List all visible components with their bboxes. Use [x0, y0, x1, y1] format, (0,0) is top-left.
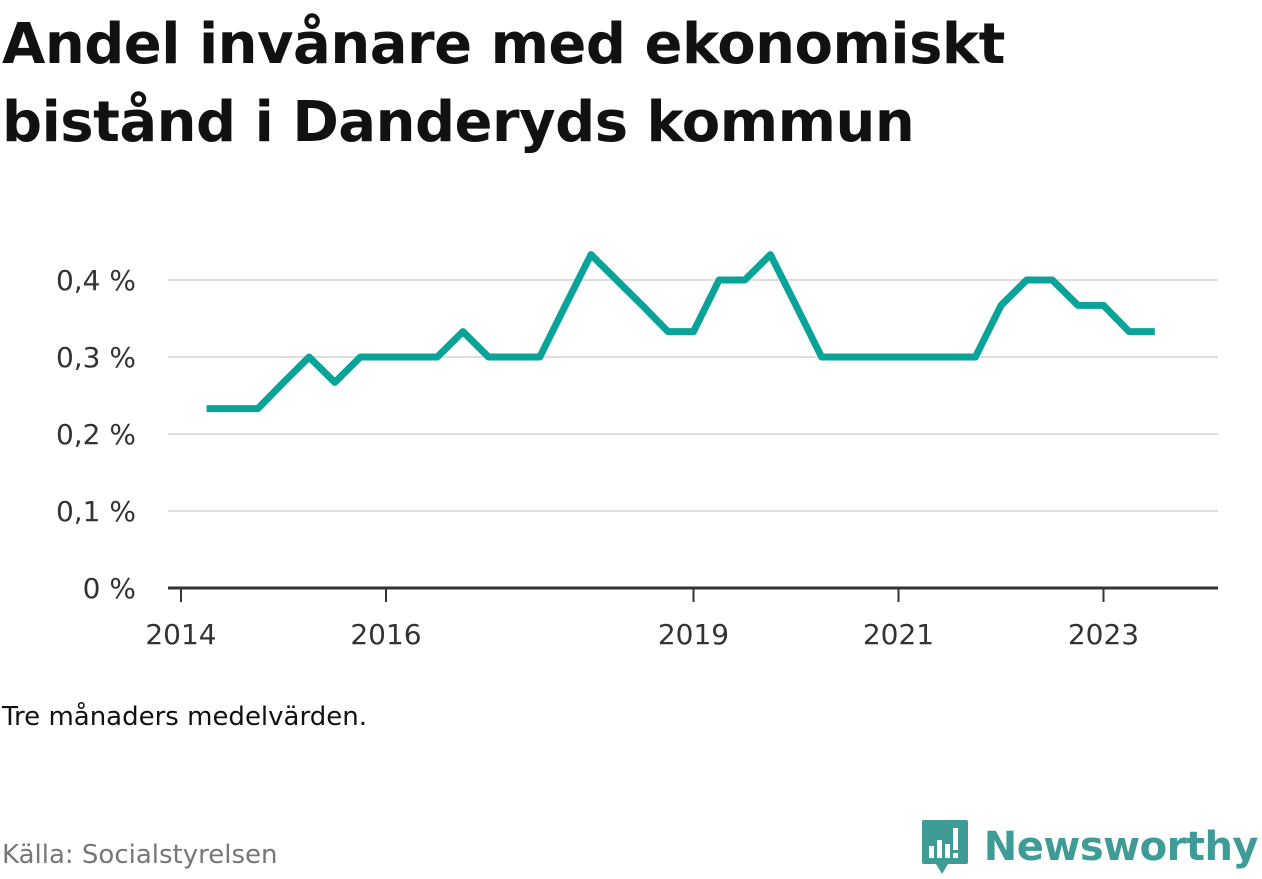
y-tick-label: 0,3 % [56, 341, 136, 374]
chart-title: Andel invånare med ekonomiskt bistånd i … [2, 12, 1005, 155]
brand-name: Newsworthy [983, 824, 1259, 870]
brand-logo: Newsworthy [920, 818, 1259, 876]
y-axis-tick-labels: 0 % 0,1 % 0,2 % 0,3 % 0,4 % [56, 264, 136, 605]
y-tick-label: 0,1 % [56, 495, 136, 528]
y-tick-label: 0,4 % [56, 264, 136, 297]
x-tick-label: 2021 [863, 618, 934, 651]
x-tick-label: 2016 [350, 618, 421, 651]
newsworthy-logo-icon [921, 820, 968, 874]
y-tick-label: 0 % [83, 572, 136, 605]
x-axis: 2014 2016 2019 2021 2023 [145, 586, 1218, 651]
series-line-path [206, 251, 1155, 413]
x-tick-label: 2023 [1068, 618, 1139, 651]
chart-note: Tre månaders medelvärden. [2, 702, 367, 732]
series-line [206, 251, 1155, 413]
x-tick-label: 2014 [145, 618, 216, 651]
source-label: Källa: Socialstyrelsen [2, 840, 278, 870]
y-tick-label: 0,2 % [56, 418, 136, 451]
line-chart: 0 % 0,1 % 0,2 % 0,3 % 0,4 % 2014 2016 2019 2021… [56, 251, 1218, 651]
x-tick-label: 2019 [658, 618, 729, 651]
gridlines [168, 279, 1218, 512]
